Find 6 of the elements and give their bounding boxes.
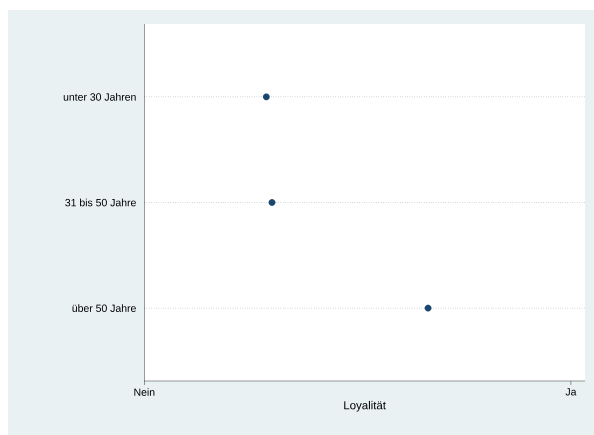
text: Ja — [566, 388, 576, 396]
text: Nein — [134, 388, 154, 396]
y-tick-label: unter 30 Jahren — [64, 93, 136, 101]
y-tick-label: 31 bis 50 Jahre — [65, 198, 136, 206]
y-tick-label: über 50 Jahre — [72, 304, 136, 312]
x-axis-title: Loyalität — [344, 400, 386, 412]
